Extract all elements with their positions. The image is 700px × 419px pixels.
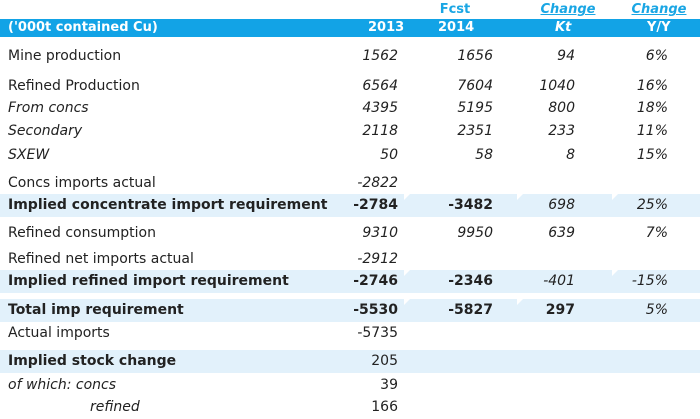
value-change-yy: 18%	[636, 100, 668, 116]
row-label: refined	[90, 399, 140, 415]
row-label: Implied concentrate import requirement	[8, 197, 328, 213]
row-refined-consumption: Refined consumption 9310 9950 639 7%	[0, 222, 700, 244]
value-change-yy: 11%	[636, 123, 668, 139]
value-2014: -3482	[448, 197, 493, 213]
header-bar: ('000t contained Cu) 2013 2014 Kt Y/Y	[0, 19, 700, 37]
unit-label: ('000t contained Cu)	[8, 20, 158, 35]
row-label: SXEW	[8, 147, 50, 163]
corner-marker	[612, 194, 618, 200]
value-2014: 1656	[457, 48, 493, 64]
value-2013: 4395	[362, 100, 398, 116]
value-2013: 205	[371, 353, 398, 369]
corner-marker	[612, 270, 618, 276]
row-label: Actual imports	[8, 325, 110, 341]
row-actual-imports: Actual imports -5735	[0, 322, 700, 344]
value-2014: 58	[475, 147, 493, 163]
value-2014: -5827	[448, 302, 493, 318]
value-2013: 2118	[362, 123, 398, 139]
value-2014: 7604	[457, 78, 493, 94]
corner-marker	[404, 299, 410, 305]
value-change-yy: 15%	[636, 147, 668, 163]
row-mine-production: Mine production 1562 1656 94 6%	[0, 45, 700, 67]
value-change-kt: -401	[543, 273, 575, 289]
change-header-kt: Change	[540, 2, 596, 17]
value-2013: 166	[371, 399, 398, 415]
value-2014: 5195	[457, 100, 493, 116]
value-2013: -2912	[357, 251, 398, 267]
value-change-kt: 639	[548, 225, 575, 241]
value-2014: 2351	[457, 123, 493, 139]
row-label: Total imp requirement	[8, 302, 184, 318]
row-label: Mine production	[8, 48, 122, 64]
corner-marker	[517, 194, 523, 200]
value-2013: -2822	[357, 175, 398, 191]
row-label: From concs	[8, 100, 89, 116]
row-from-concs: From concs 4395 5195 800 18%	[0, 97, 700, 119]
row-total-imp-requirement: Total imp requirement -5530 -5827 297 5%	[0, 299, 700, 322]
value-2014: 9950	[457, 225, 493, 241]
value-change-yy: 5%	[645, 302, 668, 318]
value-change-kt: 800	[548, 100, 575, 116]
value-2013: -2784	[353, 197, 398, 213]
row-label: Refined Production	[8, 78, 140, 94]
row-label: of which: concs	[8, 377, 117, 393]
corner-marker	[404, 270, 410, 276]
value-change-yy: 16%	[636, 78, 668, 94]
row-label: Implied refined import requirement	[8, 273, 289, 289]
value-2013: -5735	[357, 325, 398, 341]
row-of-which-concs: of which: concs 39	[0, 374, 700, 396]
row-refined-net-imports-actual: Refined net imports actual -2912	[0, 248, 700, 270]
value-2013: -5530	[353, 302, 398, 318]
value-change-yy: -15%	[631, 273, 668, 289]
value-change-kt: 1040	[539, 78, 575, 94]
value-2013: 1562	[362, 48, 398, 64]
value-2014: -2346	[448, 273, 493, 289]
row-label: Refined net imports actual	[8, 251, 194, 267]
value-2013: 6564	[362, 78, 398, 94]
value-change-yy: 25%	[636, 197, 668, 213]
value-change-kt: 8	[566, 147, 575, 163]
row-label: Implied stock change	[8, 353, 177, 369]
value-2013: -2746	[353, 273, 398, 289]
row-label: Secondary	[8, 123, 83, 139]
value-change-kt: 94	[557, 48, 575, 64]
value-change-kt: 297	[545, 302, 575, 318]
row-secondary: Secondary 2118 2351 233 11%	[0, 120, 700, 142]
row-label: Concs imports actual	[8, 175, 156, 191]
value-2013: 39	[380, 377, 398, 393]
change-header-yy: Change	[631, 2, 687, 17]
header-top-row: Fcst Change Change	[0, 0, 700, 18]
row-implied-concentrate-import-requirement: Implied concentrate import requirement -…	[0, 194, 700, 217]
row-label: Refined consumption	[8, 225, 156, 241]
value-change-yy: 7%	[645, 225, 668, 241]
value-2013: 50	[380, 147, 398, 163]
row-implied-refined-import-requirement: Implied refined import requirement -2746…	[0, 270, 700, 293]
value-change-yy: 6%	[645, 48, 668, 64]
value-change-kt: 698	[548, 197, 575, 213]
value-change-kt: 233	[548, 123, 575, 139]
row-of-which-refined: refined 166	[0, 396, 700, 418]
col-2014-header: 2014	[438, 20, 475, 35]
value-2013: 9310	[362, 225, 398, 241]
row-sxew: SXEW 50 58 8 15%	[0, 144, 700, 166]
row-refined-production: Refined Production 6564 7604 1040 16%	[0, 75, 700, 97]
corner-marker	[517, 299, 523, 305]
corner-marker	[404, 194, 410, 200]
row-concs-imports-actual: Concs imports actual -2822	[0, 172, 700, 194]
col-2013-header: 2013	[368, 20, 405, 35]
row-implied-stock-change: Implied stock change 205	[0, 350, 700, 373]
fcst-header: Fcst	[439, 2, 471, 17]
col-kt-header: Kt	[555, 20, 572, 35]
col-yy-header: Y/Y	[647, 20, 671, 35]
